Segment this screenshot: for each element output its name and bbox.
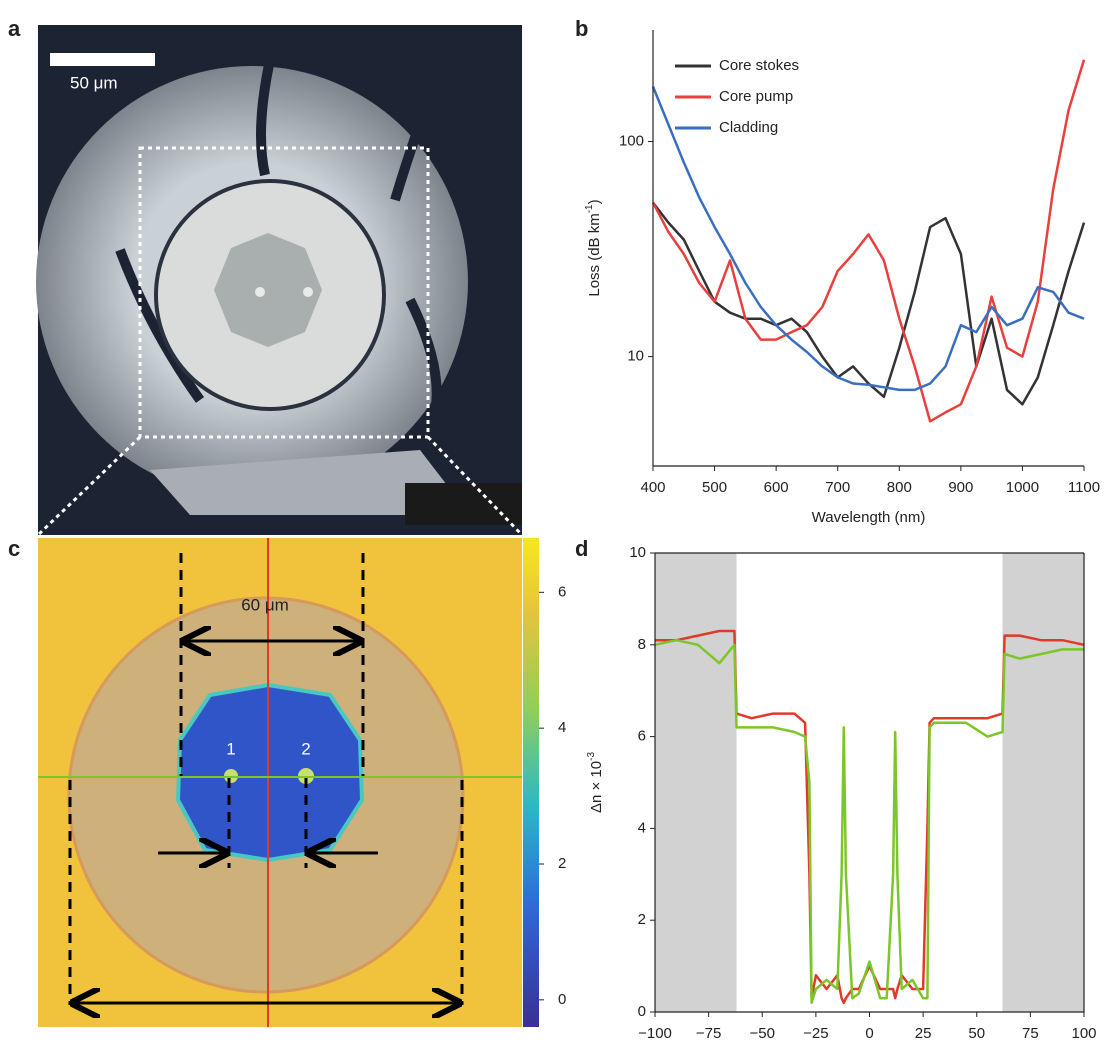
x-tick-label: −50: [750, 1025, 775, 1042]
core-label: 2: [301, 739, 310, 758]
y-tick-label: 4: [638, 819, 646, 836]
x-tick-label: 1000: [1006, 479, 1039, 496]
x-tick-label: 400: [640, 479, 665, 496]
panel-label: b: [575, 16, 588, 41]
shaded-region: [655, 553, 737, 1012]
y-axis-label-exponent: -3: [586, 752, 597, 761]
legend-label: Core stokes: [719, 57, 799, 74]
y-tick-label: 100: [619, 132, 644, 149]
y-axis-label: Δn × 10-3: [586, 752, 605, 813]
x-tick-label: 900: [948, 479, 973, 496]
colorbar-tick-label: 2: [558, 855, 566, 872]
y-axis-label: Loss (dB km-1): [584, 199, 603, 296]
y-tick-label: 6: [638, 728, 646, 745]
scale-bar-label: 50 μm: [70, 73, 118, 92]
colorbar-tick-label: 4: [558, 719, 566, 736]
x-tick-label: 100: [1071, 1025, 1096, 1042]
x-axis-label: Wavelength (nm): [812, 509, 926, 526]
x-tick-label: 75: [1022, 1025, 1039, 1042]
x-tick-label: 700: [825, 479, 850, 496]
y-tick-label: 8: [638, 636, 646, 653]
legend-label: Cladding: [719, 119, 778, 136]
legend-label: Core pump: [719, 88, 793, 105]
shaded-region: [1002, 553, 1084, 1012]
x-tick-label: 50: [968, 1025, 985, 1042]
y-tick-label: 10: [629, 544, 646, 561]
y-axis-label-text: ): [586, 199, 603, 204]
x-tick-label: 500: [702, 479, 727, 496]
panel-label: a: [8, 16, 21, 41]
x-tick-label: 800: [887, 479, 912, 496]
x-tick-label: −25: [803, 1025, 828, 1042]
index-map: [38, 538, 522, 1027]
panel-label: c: [8, 536, 20, 561]
y-axis-label-exponent: -1: [584, 204, 595, 213]
series-line: [651, 59, 1086, 423]
y-axis-label-text: Δn × 10: [588, 761, 605, 813]
x-tick-label: −100: [638, 1025, 672, 1042]
core-label: 1: [226, 739, 235, 758]
micrograph: [36, 25, 524, 537]
series-line: [654, 638, 1084, 1005]
x-tick-label: 1100: [1068, 479, 1100, 496]
series-line: [651, 86, 1085, 392]
y-tick-label: 0: [638, 1003, 646, 1020]
width-label: 60 μm: [241, 595, 289, 614]
series-line: [655, 629, 1085, 1005]
y-axis-label-text: Loss (dB km: [586, 213, 603, 296]
panel-label: d: [575, 536, 588, 561]
x-tick-label: 0: [865, 1025, 873, 1042]
y-tick-label: 10: [627, 348, 644, 365]
x-tick-label: 25: [915, 1025, 932, 1042]
x-tick-label: −75: [696, 1025, 721, 1042]
colorbar-tick-label: 0: [558, 991, 566, 1008]
colorbar: [523, 538, 539, 1027]
colorbar-tick-label: 6: [558, 583, 566, 600]
y-tick-label: 2: [638, 911, 646, 928]
x-tick-label: 600: [764, 479, 789, 496]
